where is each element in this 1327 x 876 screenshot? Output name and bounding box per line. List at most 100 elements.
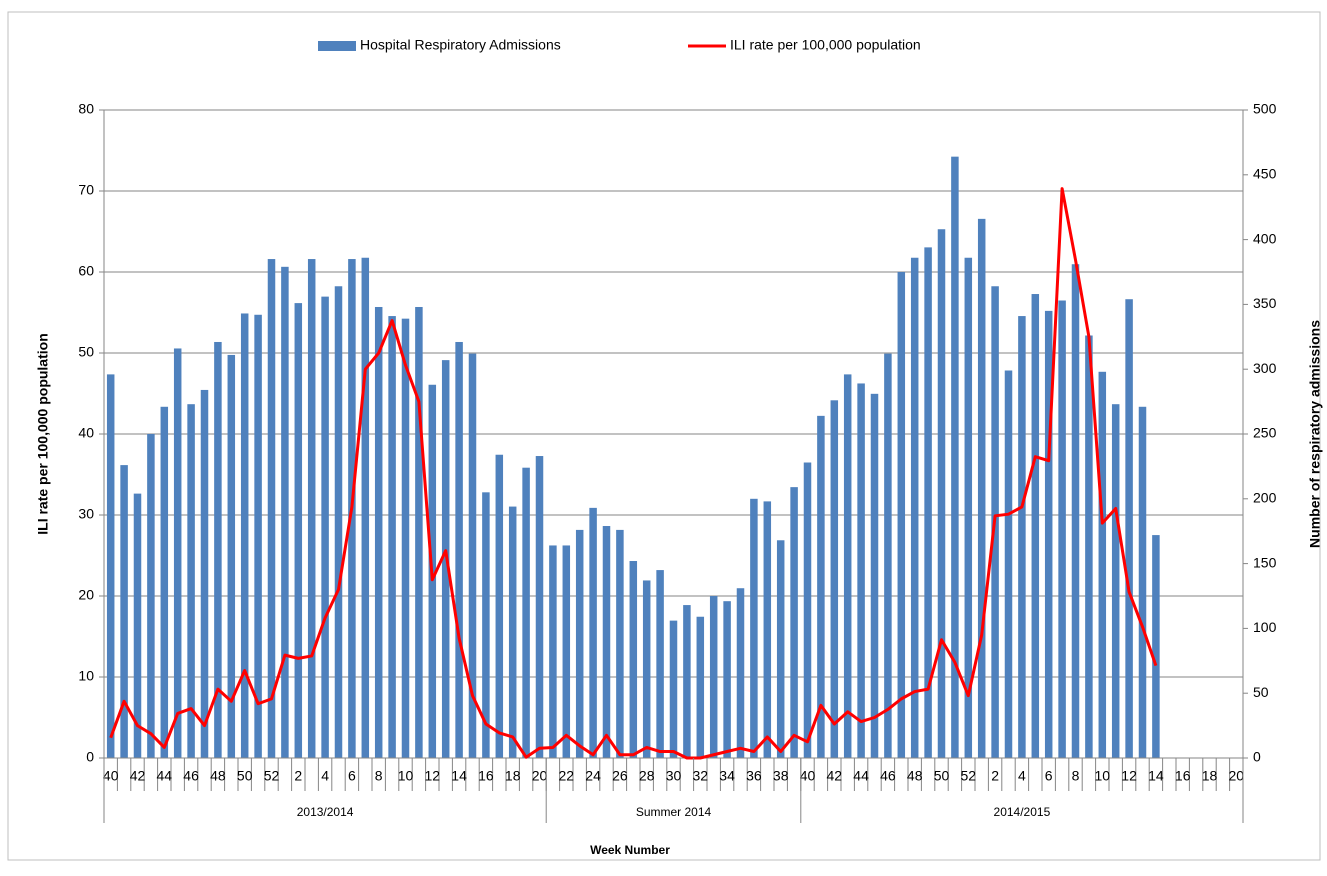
bar [629, 561, 638, 758]
x-tick-label: 40 [103, 768, 119, 784]
x-tick-label: 52 [264, 768, 280, 784]
bar [709, 596, 718, 758]
bar [1098, 371, 1107, 758]
y-axis-title: ILI rate per 100,000 population [35, 333, 51, 535]
group-label: 2013/2014 [297, 805, 354, 819]
x-tick-label: 4 [1018, 768, 1026, 784]
chart-border [7, 11, 1321, 861]
bar [281, 266, 289, 758]
y2-tick-label: 300 [1253, 360, 1277, 376]
y2-tick-label: 0 [1253, 749, 1261, 765]
y-tick-label: 40 [78, 425, 94, 441]
y-tick-label: 10 [78, 668, 94, 684]
y2-tick-label: 150 [1253, 554, 1277, 570]
bar [495, 454, 504, 758]
x-tick-label: 14 [451, 768, 467, 784]
group-label: Summer 2014 [636, 805, 712, 819]
x-tick-label: 46 [880, 768, 896, 784]
x-tick-label: 38 [773, 768, 789, 784]
x-tick-label: 12 [425, 768, 441, 784]
bar [133, 493, 142, 758]
legend-label: ILI rate per 100,000 population [730, 37, 921, 53]
bar [361, 257, 370, 758]
bar [334, 286, 343, 758]
bar [267, 259, 276, 758]
bar [522, 467, 530, 758]
bar [884, 353, 892, 758]
bar [656, 570, 664, 758]
bar [843, 374, 852, 758]
x-tick-label: 2 [294, 768, 302, 784]
bar [1004, 370, 1013, 758]
x-tick-label: 12 [1121, 768, 1137, 784]
x-tick-label: 8 [375, 768, 383, 784]
y-tick-label: 50 [78, 344, 94, 360]
y2-tick-label: 100 [1253, 619, 1277, 635]
bar [817, 415, 825, 758]
x-tick-label: 44 [157, 768, 173, 784]
x-tick-label: 4 [321, 768, 329, 784]
bar [937, 229, 946, 758]
bar [1071, 264, 1080, 758]
y2-tick-label: 50 [1253, 684, 1269, 700]
x-tick-label: 36 [746, 768, 762, 784]
bar [575, 529, 584, 758]
x-tick-label: 6 [1045, 768, 1053, 784]
bar [374, 306, 383, 758]
bar [1085, 335, 1093, 758]
x-tick-label: 30 [666, 768, 682, 784]
bar [482, 492, 490, 758]
bar [1152, 535, 1160, 758]
x-tick-label: 50 [237, 768, 253, 784]
x-tick-label: 18 [1202, 768, 1218, 784]
bar [616, 529, 624, 758]
bar [214, 341, 222, 758]
y-tick-label: 20 [78, 587, 94, 603]
x-tick-label: 50 [934, 768, 950, 784]
x-tick-label: 48 [210, 768, 226, 784]
bar [254, 314, 262, 758]
bar [897, 272, 906, 758]
bar [776, 540, 785, 758]
x-tick-label: 44 [853, 768, 869, 784]
bar [106, 374, 115, 758]
y-tick-label: 0 [86, 749, 94, 765]
x-tick-label: 22 [559, 768, 575, 784]
bar [602, 526, 611, 758]
bar [147, 434, 155, 758]
y2-tick-label: 450 [1253, 166, 1277, 182]
x-tick-label: 2 [991, 768, 999, 784]
bar [910, 257, 919, 758]
bar [401, 318, 410, 758]
legend-swatch [318, 41, 356, 51]
bar [924, 247, 932, 758]
bar [1044, 310, 1053, 758]
bar [508, 506, 517, 758]
x-tick-label: 16 [478, 768, 494, 784]
x-tick-label: 14 [1148, 768, 1164, 784]
y-tick-label: 80 [78, 101, 94, 117]
x-tick-label: 48 [907, 768, 923, 784]
bar [562, 545, 571, 758]
legend-label: Hospital Respiratory Admissions [360, 37, 561, 53]
y2-tick-label: 200 [1253, 490, 1277, 506]
bar [870, 393, 879, 758]
bar [307, 259, 316, 758]
x-tick-label: 42 [130, 768, 146, 784]
x-tick-label: 32 [693, 768, 709, 784]
bar [669, 620, 678, 758]
bar [642, 580, 651, 758]
bar [535, 456, 544, 758]
x-tick-label: 40 [800, 768, 816, 784]
bar [723, 601, 731, 758]
x-axis-title: Week Number [590, 843, 670, 857]
group-label: 2014/2015 [994, 805, 1051, 819]
bar [790, 487, 798, 758]
bar [388, 316, 396, 758]
bar [1058, 300, 1066, 758]
x-tick-label: 10 [398, 768, 414, 784]
x-tick-label: 20 [1229, 768, 1245, 784]
bar [468, 353, 477, 758]
y2-tick-label: 250 [1253, 425, 1277, 441]
